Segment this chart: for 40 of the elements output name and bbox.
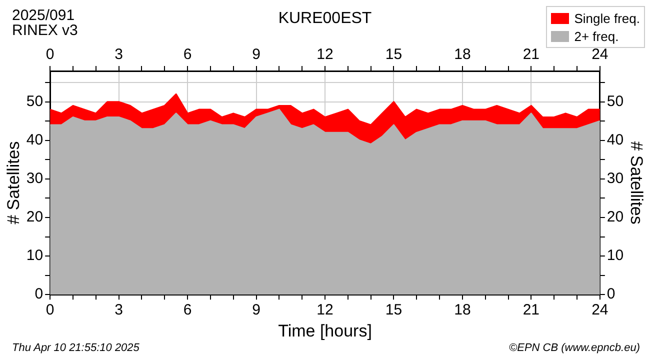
x-axis-title: Time [hours]: [278, 321, 372, 340]
y2-tick-label: 0: [606, 286, 616, 303]
x-tick-label: 15: [385, 302, 402, 319]
y-tick-label: 0: [34, 286, 44, 303]
x2-tick-label: 21: [522, 46, 540, 64]
text: Thu Apr 10 21:55:10 2025: [12, 342, 140, 354]
x-tick-label: 21: [522, 302, 540, 319]
y-tick-label: 40: [26, 132, 44, 149]
text: ©EPN CB (www.epncb.eu): [509, 342, 640, 354]
x2-tick-label: 0: [46, 46, 54, 64]
x-tick-label: 0: [46, 302, 54, 319]
x-tick-label: 18: [454, 302, 471, 319]
text: 2025/091: [12, 7, 75, 24]
x2-tick-label: 3: [114, 46, 123, 64]
y-axis-title: # Satellites: [4, 141, 23, 224]
x-tick-label: 6: [183, 302, 192, 319]
y2-tick-label: 30: [606, 170, 624, 188]
chart-title: KURE00EST: [278, 10, 372, 27]
y-tick-label: 20: [26, 208, 44, 226]
x-tick-label: 9: [252, 302, 260, 319]
legend-label: Single freq.: [574, 10, 640, 26]
x-tick-label: 12: [316, 302, 334, 319]
y2-tick-label: 40: [606, 132, 624, 149]
x-tick-label: 3: [114, 302, 123, 319]
y-tick-label: 50: [26, 92, 44, 110]
text: RINEX v3: [12, 22, 78, 39]
y-tick-label: 30: [26, 170, 44, 188]
x-tick-label: 24: [592, 302, 608, 319]
x2-tick-label: 18: [454, 46, 471, 64]
y2-tick-label: 10: [606, 247, 624, 264]
y2-axis-title: # Satellites: [627, 141, 646, 224]
x2-tick-label: 9: [252, 46, 260, 64]
x2-tick-label: 15: [385, 46, 402, 64]
x2-tick-label: 24: [592, 46, 608, 64]
x2-tick-label: 6: [183, 46, 192, 64]
y2-tick-label: 50: [606, 92, 624, 110]
y-tick-label: 10: [26, 247, 44, 264]
y2-tick-label: 20: [606, 208, 624, 226]
x2-tick-label: 12: [316, 46, 334, 64]
legend-label: 2+ freq.: [574, 28, 619, 44]
